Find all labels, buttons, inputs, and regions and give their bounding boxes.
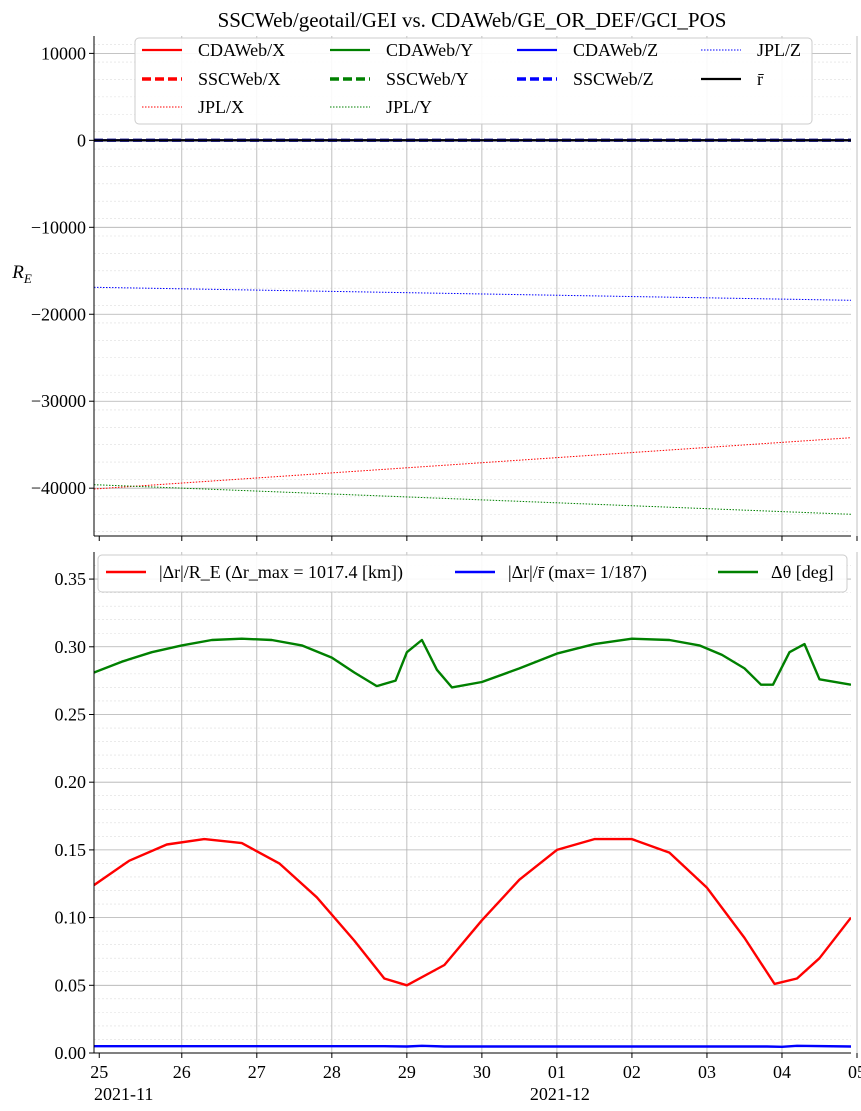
y-tick-label: 0.25 [55,704,87,724]
series-line [94,286,851,301]
series-line [94,637,851,689]
difference-series [94,637,851,1049]
y-tick-label: −20000 [31,304,86,324]
x-tick-label: 28 [323,1062,341,1082]
x-tick-label: 04 [773,1062,791,1082]
difference-legend: |Δr|/R_E (Δr_max = 1017.4 [km]) |Δr|/r̄ (… [97,554,848,593]
y-tick-label: −10000 [31,217,86,237]
x-tick-label: 02 [623,1062,641,1082]
y-tick-label: 0 [77,130,86,150]
legend-label: |Δr|/R_E (Δr_max = 1017.4 [km]) [159,562,403,583]
legend-label: CDAWeb/Z [573,40,658,60]
x-tick-label: 26 [173,1062,191,1082]
legend-label: |Δr|/r̄ (max= 1/187) [508,562,647,583]
x-tick-label: 01 [548,1062,566,1082]
legend-label: r̄ [757,69,764,89]
x-tick-label: 25 [90,1062,108,1082]
y-tick-label: 0.35 [55,569,87,589]
y-tick-label: 0.30 [55,637,87,657]
x-month-label: 2021-11 [94,1084,153,1104]
legend-box [97,554,848,593]
y-tick-label: 0.10 [55,908,87,928]
legend-label: Δθ [deg] [771,562,834,582]
series-line [94,1044,851,1049]
y-tick-label: 0.05 [55,975,87,995]
position-legend: CDAWeb/X SSCWeb/X JPL/X CDAWeb/Y SSCWeb/Y JPL… [134,37,813,125]
y-tick-label: 0.20 [55,772,87,792]
legend-label: CDAWeb/X [198,40,285,60]
legend-label: JPL/X [198,97,244,117]
x-tick-label: 03 [698,1062,716,1082]
position-axes: 10000 0 −10000 −20000 −30000 −40000 [31,36,858,541]
legend-label: JPL/Z [757,40,801,60]
difference-panel: 0.00 0.05 0.10 0.15 0.20 0.25 0.30 0.35 25 26 27 28… [55,552,861,1104]
position-panel: 10000 0 −10000 −20000 −30000 −40000 RE CDAWeb… [11,36,858,541]
x-month-label: 2021-12 [530,1084,590,1104]
legend-label: JPL/Y [386,97,432,117]
legend-label: CDAWeb/Y [386,40,473,60]
legend-box [134,37,813,125]
x-tick-label: 27 [248,1062,266,1082]
difference-grid [94,552,858,1054]
y-tick-label: 10000 [41,43,86,63]
difference-axes: 0.00 0.05 0.10 0.15 0.20 0.25 0.30 0.35 25 26 27 28… [55,552,861,1104]
position-series [94,138,851,515]
y-tick-label: −40000 [31,478,86,498]
x-tick-label: 05 [848,1062,861,1082]
chart-title: SSCWeb/geotail/GEI vs. CDAWeb/GE_OR_DEF/… [218,8,727,32]
legend-label: SSCWeb/Z [573,69,654,89]
y-tick-label: −30000 [31,391,86,411]
x-tick-label: 30 [473,1062,491,1082]
series-line [94,837,851,987]
series-line [94,484,851,515]
legend-label: SSCWeb/X [198,69,281,89]
series-line [94,437,851,490]
y-tick-label: 0.15 [55,840,87,860]
x-tick-label: 29 [398,1062,416,1082]
y-axis-label: RE [11,262,32,286]
y-tick-label: 0.00 [55,1043,87,1063]
legend-label: SSCWeb/Y [386,69,469,89]
